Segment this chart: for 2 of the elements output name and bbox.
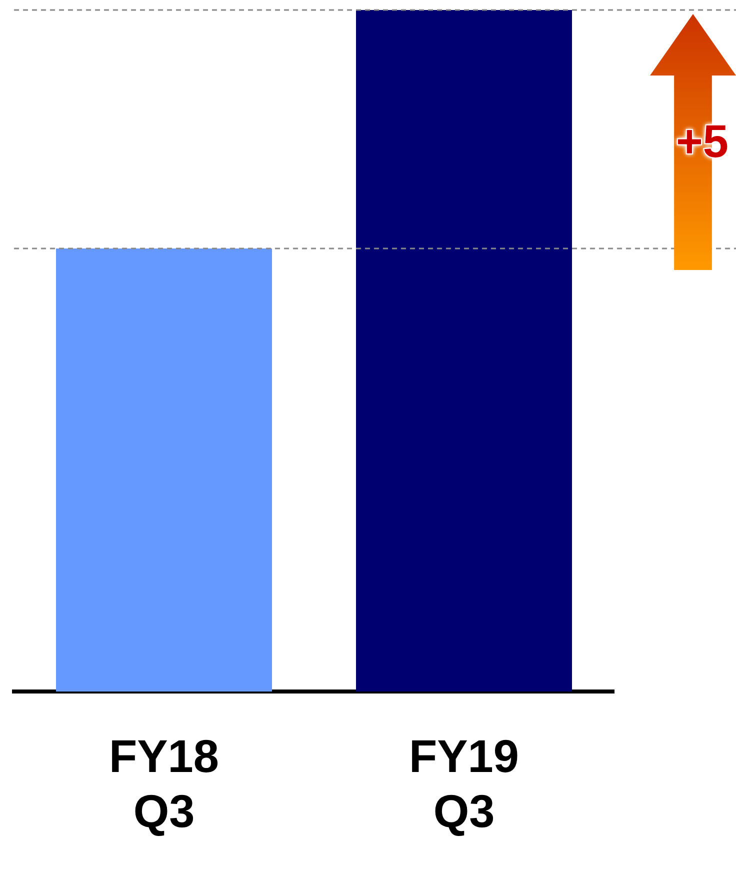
x-tick-label: FY19 Q3: [409, 730, 519, 838]
x-tick-label: FY18 Q3: [109, 730, 219, 838]
